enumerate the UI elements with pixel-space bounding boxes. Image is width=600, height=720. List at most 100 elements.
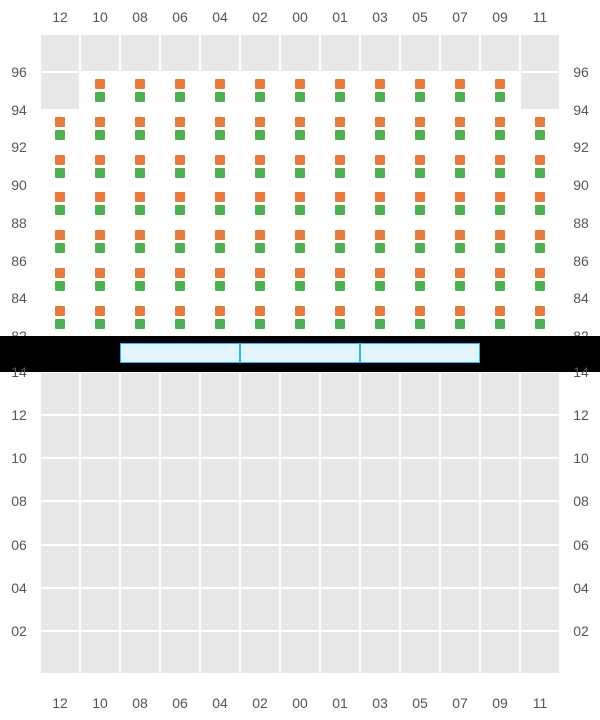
grid-cell [40, 458, 80, 501]
grid-cell [120, 631, 160, 674]
marker-green [495, 130, 505, 140]
row-label: 88 [564, 216, 598, 230]
grid-cell [160, 372, 200, 415]
col-label: 02 [240, 9, 280, 25]
grid-cell [240, 501, 280, 544]
col-label: 08 [120, 695, 160, 711]
marker-green [375, 205, 385, 215]
marker-green [495, 243, 505, 253]
marker-orange [455, 268, 465, 278]
grid-cell [240, 185, 280, 223]
marker-orange [175, 230, 185, 240]
grid-cell [200, 631, 240, 674]
marker-orange [255, 230, 265, 240]
grid-cell [80, 223, 120, 261]
grid-cell [440, 631, 480, 674]
col-label: 12 [40, 695, 80, 711]
row-label: 14 [2, 365, 36, 379]
grid-cell [200, 110, 240, 148]
marker-green [255, 168, 265, 178]
grid-cell [520, 372, 560, 415]
row-label: 88 [2, 216, 36, 230]
marker-orange [255, 155, 265, 165]
row-label: 92 [2, 140, 36, 154]
marker-orange [455, 79, 465, 89]
marker-orange [415, 268, 425, 278]
marker-green [55, 168, 65, 178]
grid-cell [40, 501, 80, 544]
marker-orange [495, 155, 505, 165]
grid-cell [320, 34, 360, 72]
col-label: 05 [400, 695, 440, 711]
marker-green [215, 281, 225, 291]
marker-orange [135, 155, 145, 165]
grid-cell [440, 34, 480, 72]
marker-orange [95, 117, 105, 127]
marker-green [135, 243, 145, 253]
grid-cell [480, 372, 520, 415]
marker-green [215, 205, 225, 215]
grid-cell [520, 631, 560, 674]
grid-cell [360, 298, 400, 336]
grid-cell [480, 110, 520, 148]
marker-green [335, 168, 345, 178]
col-label: 00 [280, 9, 320, 25]
marker-orange [135, 192, 145, 202]
grid-cell [520, 185, 560, 223]
marker-green [175, 319, 185, 329]
grid-cell [480, 261, 520, 299]
grid-cell [360, 110, 400, 148]
marker-orange [55, 230, 65, 240]
grid-cell [480, 588, 520, 631]
grid-cell [360, 588, 400, 631]
marker-green [535, 243, 545, 253]
grid-cell [400, 261, 440, 299]
grid-cell [400, 110, 440, 148]
grid-cell [520, 110, 560, 148]
marker-green [415, 243, 425, 253]
marker-green [375, 168, 385, 178]
grid-cell [80, 588, 120, 631]
row-label: 84 [2, 291, 36, 305]
marker-green [215, 92, 225, 102]
marker-green [175, 205, 185, 215]
grid-cell [320, 588, 360, 631]
tab-slot[interactable] [240, 343, 360, 363]
grid-cell [480, 631, 520, 674]
marker-green [335, 281, 345, 291]
grid-cell [360, 223, 400, 261]
row-label: 08 [2, 494, 36, 508]
marker-green [135, 130, 145, 140]
grid-cell [160, 298, 200, 336]
marker-green [415, 130, 425, 140]
grid-cell [240, 147, 280, 185]
grid-row: 9494 [40, 72, 560, 110]
grid-cell [280, 147, 320, 185]
marker-orange [295, 155, 305, 165]
marker-green [295, 92, 305, 102]
grid-row: 0404 [40, 588, 560, 631]
marker-green [255, 130, 265, 140]
marker-green [95, 92, 105, 102]
marker-orange [215, 79, 225, 89]
grid-cell [400, 588, 440, 631]
marker-green [175, 281, 185, 291]
grid-cell [400, 298, 440, 336]
grid-cell [280, 415, 320, 458]
row-label: 04 [564, 581, 598, 595]
grid-cell [320, 298, 360, 336]
grid-cell [240, 110, 280, 148]
grid-row: 1212 [40, 415, 560, 458]
marker-orange [415, 306, 425, 316]
marker-orange [255, 306, 265, 316]
grid-cell [120, 545, 160, 588]
tab-slot[interactable] [120, 343, 240, 363]
marker-orange [55, 306, 65, 316]
marker-orange [495, 117, 505, 127]
grid-cell [120, 223, 160, 261]
col-label: 03 [360, 695, 400, 711]
grid-cell [360, 72, 400, 110]
tab-slot[interactable] [360, 343, 480, 363]
row-label: 08 [564, 494, 598, 508]
grid-cell [80, 458, 120, 501]
